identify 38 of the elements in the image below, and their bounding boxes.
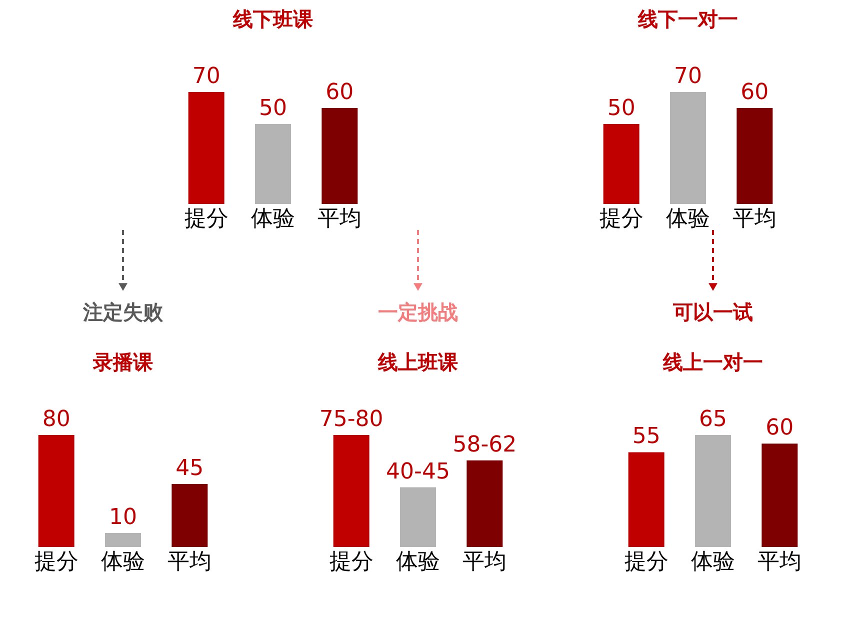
- x-tick-label: 体验: [396, 550, 440, 574]
- data-label: 70: [674, 64, 702, 89]
- x-tick-label: 提分: [599, 206, 644, 232]
- data-label: 58-62: [452, 432, 517, 458]
- data-label: 45: [176, 456, 204, 481]
- x-tick-label: 平均: [758, 550, 802, 574]
- data-label: 10: [109, 505, 137, 530]
- data-label: 50: [259, 96, 287, 121]
- chart-title: 线上班课: [377, 350, 458, 374]
- data-label: 60: [326, 80, 354, 105]
- x-tick-label: 提分: [184, 206, 228, 232]
- data-label: 65: [699, 407, 727, 432]
- data-label: 55: [632, 424, 660, 450]
- chart-title: 线下班课: [232, 7, 313, 31]
- x-tick-label: 平均: [168, 550, 212, 574]
- data-label: 40-45: [386, 459, 450, 484]
- x-tick-label: 体验: [691, 550, 735, 574]
- x-tick-label: 体验: [101, 550, 145, 574]
- data-label: 60: [766, 416, 794, 441]
- x-tick-label: 体验: [251, 206, 295, 232]
- data-label: 50: [607, 96, 636, 121]
- data-label: 60: [740, 80, 769, 105]
- chart-title: 录播课: [92, 350, 153, 374]
- x-tick-label: 提分: [624, 550, 668, 574]
- x-tick-label: 提分: [329, 550, 374, 574]
- x-tick-label: 平均: [732, 206, 777, 232]
- chart-title: 线下一对一: [637, 7, 738, 31]
- data-label: 70: [192, 64, 220, 89]
- text: 一定挑战: [378, 300, 458, 324]
- x-tick-label: 提分: [34, 550, 78, 574]
- chart-title: 线上一对一: [662, 350, 763, 374]
- data-label: 75-80: [319, 407, 384, 432]
- data-label: 80: [42, 407, 70, 432]
- x-tick-label: 体验: [666, 206, 710, 232]
- x-tick-label: 平均: [318, 206, 362, 232]
- text: 可以一试: [672, 300, 753, 324]
- x-tick-label: 平均: [462, 550, 507, 574]
- text: 注定失败: [82, 300, 164, 324]
